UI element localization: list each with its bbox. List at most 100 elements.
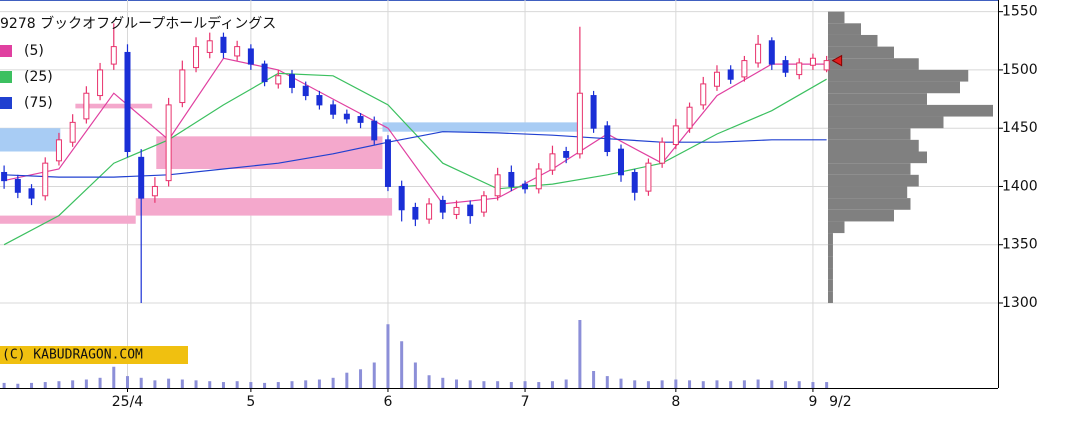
candle-body [261,63,268,83]
x-tick-label: 25/4 [112,394,144,410]
candle-body [700,83,707,106]
candle-body [494,174,501,197]
volume-bar [331,377,335,388]
candle-body [288,74,295,88]
volume-bar [674,379,678,388]
volume-bar [276,382,280,388]
candle-body [138,156,145,199]
volume-bar [496,381,500,388]
chart-title: 9278 ブックオフグループホールディングス [0,15,276,32]
volume-bar [550,381,554,388]
volume-bar [578,320,582,388]
labels: 1300 1350 1400 1450 1500 1550 25/4 5 6 7 8 9 9/2 9278… [0,4,1038,410]
volume-bar [2,382,6,388]
candle-body [535,168,542,190]
profile-bar [828,163,911,175]
volume-bar [194,380,198,388]
y-tick-label: 1500 [1002,62,1038,78]
volume-bar [16,383,20,388]
legend-swatch [0,97,12,109]
volume-bar [386,324,390,388]
candle-body [384,139,391,187]
candle-body [206,40,213,53]
candle-body [659,141,666,164]
volume-bar [482,381,486,388]
volume-bar [235,381,239,388]
candle-body [343,113,350,120]
volume-bar [413,362,417,388]
candle-body [576,92,583,155]
candle-body [686,106,693,129]
profile-bar [828,34,878,47]
zone [0,215,136,224]
candle-body [672,125,679,146]
legend-label: (75) [24,95,53,111]
y-tick-label: 1300 [1002,295,1038,311]
profile-bar [828,81,960,94]
candle-body [1,171,8,182]
candle-body [97,69,104,97]
candle-body [563,151,570,158]
profile-bar [828,11,845,24]
volume-bar [221,382,225,388]
candle-body [755,43,762,64]
volume-bar [729,381,733,388]
candle-body [823,60,830,71]
x-tick-label: 7 [521,394,530,410]
candle-body [782,60,789,73]
profile-bar [828,139,919,152]
copyright-bg [0,346,188,364]
volume-bar [180,379,184,388]
candle-body [55,139,62,162]
candle-body [809,57,816,66]
candle-body [604,125,611,153]
y-tick-label: 1550 [1002,4,1038,20]
candle-body [220,36,227,53]
candle-body [398,185,405,211]
candle-body [768,40,775,65]
profile-bar [828,116,944,129]
candle-body [522,183,529,190]
profile-bar [828,279,833,292]
zone [0,128,61,152]
candle-body [508,171,515,187]
volume-bar [317,379,321,388]
candle-body [302,85,309,97]
candle-body [234,46,241,57]
volume-bar [688,380,692,388]
last-date-label: 9/2 [829,394,852,410]
zone [382,122,580,132]
volume-bar [660,380,664,388]
volume-bar [742,380,746,388]
candle-body [14,178,21,193]
volume-bar [208,381,212,388]
volume-bar [84,379,88,388]
candle-body [631,171,638,193]
copyright: (C) KABUDRAGON.COM [2,348,143,363]
profile-bar [828,151,927,164]
profile-bar [828,104,993,117]
candle-body [590,95,597,129]
candle-body [453,206,460,215]
candle-body [467,204,474,217]
y-tick-label: 1450 [1002,120,1038,136]
candle-body [480,195,487,213]
candle-body [28,188,35,199]
legend-swatch [0,71,12,83]
volume-bar [57,381,61,388]
volume-bar [455,379,459,388]
legend-swatch [0,45,12,57]
candle-body [727,69,734,80]
profile-bar [828,174,919,187]
candle-body [247,48,254,65]
y-tick-label: 1350 [1002,237,1038,253]
candle-body [796,62,803,76]
candle-body [165,104,172,182]
candle-body [110,46,117,65]
volume-bar [770,380,774,388]
candle-body [42,162,49,197]
volume-bar [784,381,788,388]
volume-bar [153,380,157,388]
